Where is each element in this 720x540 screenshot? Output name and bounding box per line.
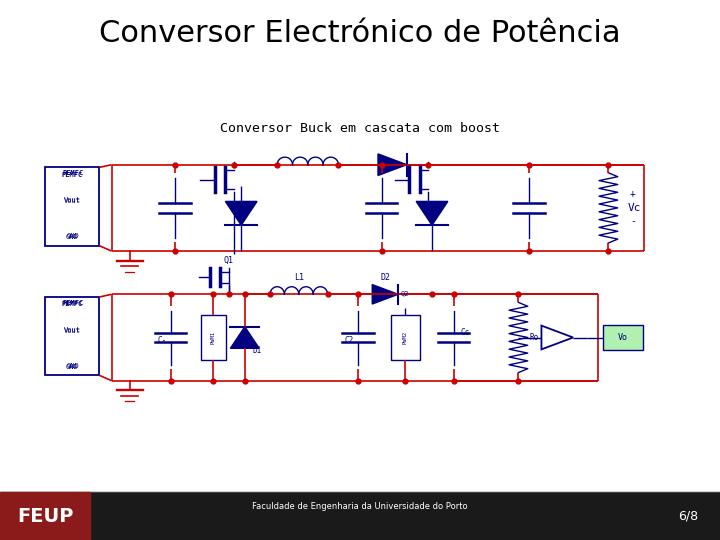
Text: Vc: Vc [628,203,642,213]
Bar [603,325,643,350]
Bar [391,314,420,361]
Polygon shape [372,285,398,304]
Text: PWM1: PWM1 [211,331,215,344]
Text: -: - [630,217,636,226]
Text: Vout: Vout [64,328,81,334]
Text: C2: C2 [345,336,354,345]
Text: PEMFC: PEMFC [62,300,84,306]
Polygon shape [225,201,257,225]
Text: PWM2: PWM2 [403,331,408,344]
Text: GND: GND [66,234,78,240]
Text: Ro: Ro [529,333,539,342]
Text: Vout: Vout [64,198,81,204]
Text: PEMFC: PEMFC [62,172,83,178]
Text: +: + [630,190,636,199]
Text: D2: D2 [380,273,390,282]
Text: Conversor Buck em cascata com boost: Conversor Buck em cascata com boost [220,122,500,134]
Text: Conversor Electrónico de Potência: Conversor Electrónico de Potência [99,19,621,48]
Bar [0,492,720,540]
Text: GND: GND [66,233,79,239]
Polygon shape [541,326,573,349]
Polygon shape [416,201,448,225]
Text: Vout: Vout [64,197,81,203]
Text: Cc: Cc [461,328,470,336]
Text: Vout: Vout [64,327,81,333]
Text: D1: D1 [252,346,261,355]
Bar [0,492,90,540]
Bar [45,167,99,246]
Polygon shape [230,327,259,348]
Text: PEMFC: PEMFC [62,301,83,307]
Text: Q2: Q2 [401,290,410,296]
Text: GND: GND [66,364,78,370]
Text: Faculdade de Engenharia da Universidade do Porto: Faculdade de Engenharia da Universidade … [252,502,468,511]
Text: L1: L1 [294,273,304,282]
Text: C-: C- [158,336,167,345]
Text: FEUP: FEUP [17,507,73,526]
Text: Vo: Vo [618,333,628,342]
Text: 6/8: 6/8 [678,510,698,523]
Text: Q1: Q1 [224,255,234,265]
Bar [45,297,99,375]
Polygon shape [378,154,407,176]
Text: PEMFC: PEMFC [62,170,84,176]
Bar [200,314,226,361]
Text: GND: GND [66,363,79,369]
